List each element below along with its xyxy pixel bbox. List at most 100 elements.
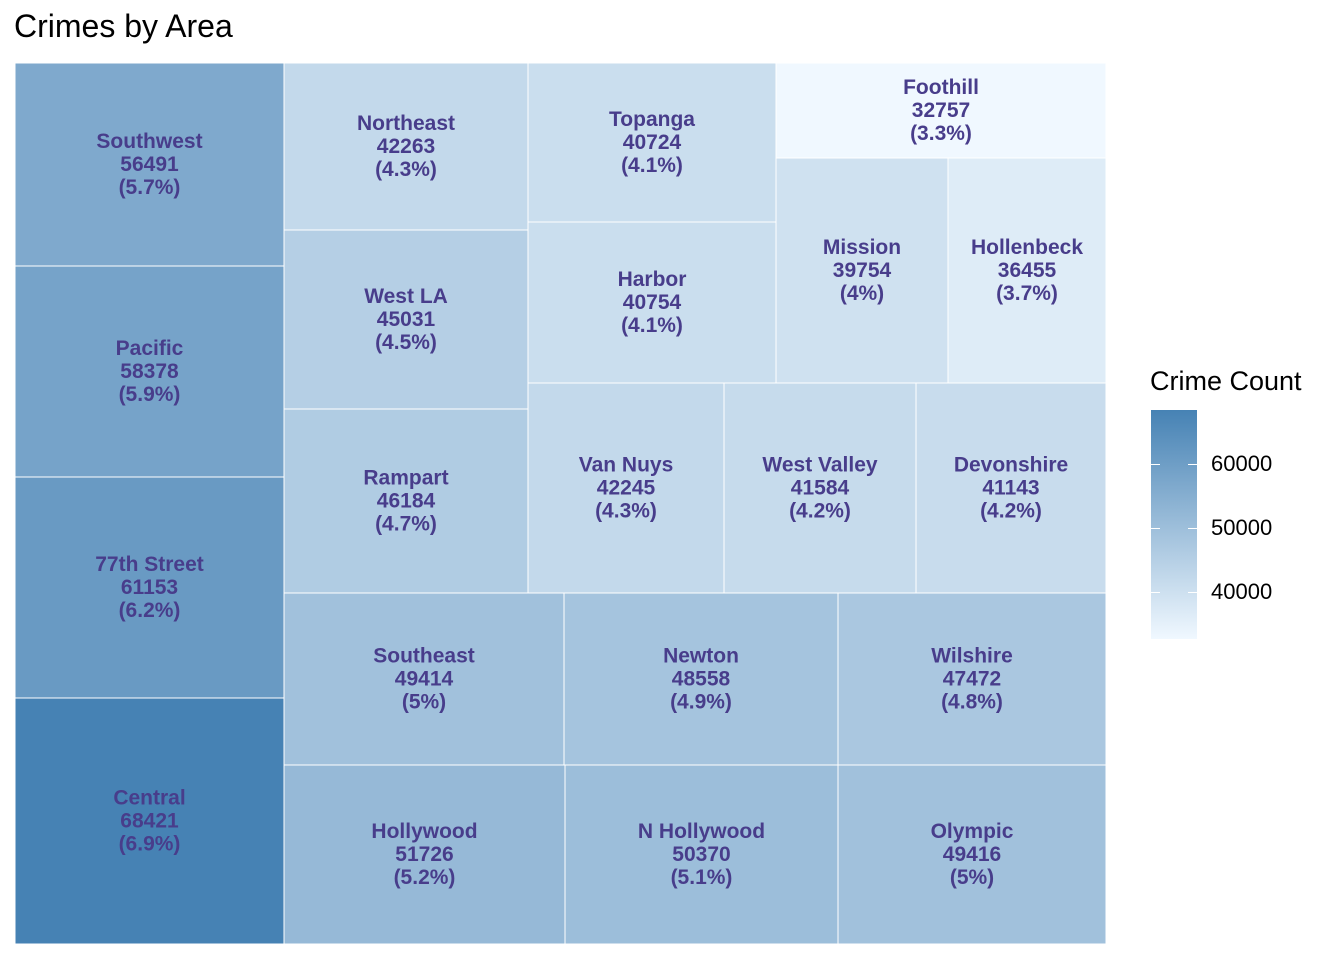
treemap-label-name: Devonshire [954, 454, 1068, 477]
treemap-label-name: Central [113, 787, 185, 810]
treemap-label-pct: (5.2%) [394, 866, 456, 889]
treemap-label-pct: (4.1%) [621, 154, 683, 177]
legend-title: Crime Count [1150, 366, 1302, 396]
treemap-label-pct: (4.1%) [621, 314, 683, 337]
treemap-rect-west-la [283, 229, 529, 410]
treemap-label-pct: (5.7%) [119, 176, 181, 199]
treemap-rect-harbor [527, 221, 777, 384]
treemap-label-name: Olympic [931, 820, 1014, 843]
legend-tick-label: 40000 [1211, 579, 1273, 605]
treemap-rect-van-nuys [527, 382, 725, 594]
treemap-label-value: 61153 [121, 576, 178, 599]
legend-tick-mark [1151, 464, 1160, 466]
treemap-label-value: 50370 [672, 843, 730, 866]
legend-colorbar [1151, 410, 1197, 639]
treemap-label-value: 49414 [395, 668, 454, 691]
treemap-label-value: 41143 [982, 477, 1039, 500]
treemap-label-pct: (4.5%) [375, 331, 437, 354]
treemap-label-name: Hollenbeck [971, 236, 1083, 259]
treemap-label-pct: (5%) [402, 691, 446, 714]
treemap-label-pct: (4.2%) [789, 500, 851, 523]
treemap-label-pct: (3.3%) [910, 122, 972, 145]
treemap-label-value: 46184 [377, 490, 436, 513]
treemap-label-name: Pacific [116, 337, 184, 360]
treemap-rect-hollywood [283, 764, 566, 945]
treemap-label-value: 40724 [623, 131, 682, 154]
treemap-label-pct: (4.3%) [595, 500, 657, 523]
treemap-label-pct: (5%) [950, 866, 994, 889]
treemap-label-value: 45031 [377, 308, 436, 331]
treemap-label-value: 36455 [998, 259, 1057, 282]
treemap-rect-west-valley [723, 382, 917, 594]
legend-tick-mark [1188, 528, 1197, 530]
legend-tick-mark [1151, 592, 1160, 594]
treemap-label-name: Rampart [363, 467, 448, 490]
treemap-label-name: Southwest [96, 130, 202, 153]
treemap-label-name: West LA [364, 285, 448, 308]
treemap-rect-devonshire [915, 382, 1107, 594]
treemap-label-value: 58378 [120, 360, 179, 383]
treemap-label-value: 51726 [395, 843, 453, 866]
treemap-label-value: 32757 [912, 99, 970, 122]
treemap-label-name: Foothill [903, 76, 979, 99]
treemap-label-value: 42245 [597, 477, 656, 500]
treemap-label-value: 56491 [120, 153, 179, 176]
treemap-label-pct: (4.2%) [980, 500, 1042, 523]
treemap-rect-newton [563, 592, 839, 766]
treemap-label-value: 42263 [377, 135, 435, 158]
treemap-rect-hollenbeck [947, 157, 1107, 384]
treemap-rect-mission [775, 157, 949, 384]
treemap-label-pct: (4.9%) [670, 691, 732, 714]
treemap-label-name: Southeast [373, 645, 475, 668]
chart-title: Crimes by Area [14, 8, 233, 44]
treemap-label-name: West Valley [762, 454, 878, 477]
treemap-label-name: Northeast [357, 112, 455, 135]
treemap-rect-topanga [527, 62, 777, 223]
treemap-label-value: 39754 [833, 259, 892, 282]
legend-tick-label: 50000 [1211, 515, 1273, 541]
treemap-label-pct: (5.9%) [119, 383, 181, 406]
treemap-label-pct: (6.2%) [119, 599, 181, 622]
treemap-label-name: Hollywood [371, 820, 477, 843]
treemap-label-name: Newton [663, 645, 739, 668]
treemap-label-pct: (4.7%) [375, 513, 437, 536]
treemap-label-value: 40754 [623, 291, 682, 314]
legend-tick-mark [1151, 528, 1160, 530]
treemap-label-pct: (5.1%) [671, 866, 733, 889]
treemap-label-value: 49416 [943, 843, 1001, 866]
treemap-rect-foothill [775, 62, 1107, 159]
legend-tick-mark [1188, 592, 1197, 594]
treemap-label-value: 41584 [791, 477, 850, 500]
treemap-rect-pacific [14, 265, 285, 478]
treemap-label-name: Wilshire [931, 645, 1013, 668]
treemap-rect-wilshire [837, 592, 1107, 766]
legend-tick-label: 60000 [1211, 451, 1273, 477]
treemap-label-name: N Hollywood [638, 820, 765, 843]
treemap-label-value: 48558 [672, 668, 731, 691]
treemap-rect-southwest [14, 62, 285, 267]
treemap-label-name: 77th Street [95, 553, 204, 576]
treemap-label-name: Harbor [618, 268, 687, 291]
treemap-rect-southeast [283, 592, 565, 766]
treemap-label-value: 68421 [120, 810, 179, 833]
treemap-rect-olympic [837, 764, 1107, 945]
treemap-label-name: Mission [823, 236, 901, 259]
